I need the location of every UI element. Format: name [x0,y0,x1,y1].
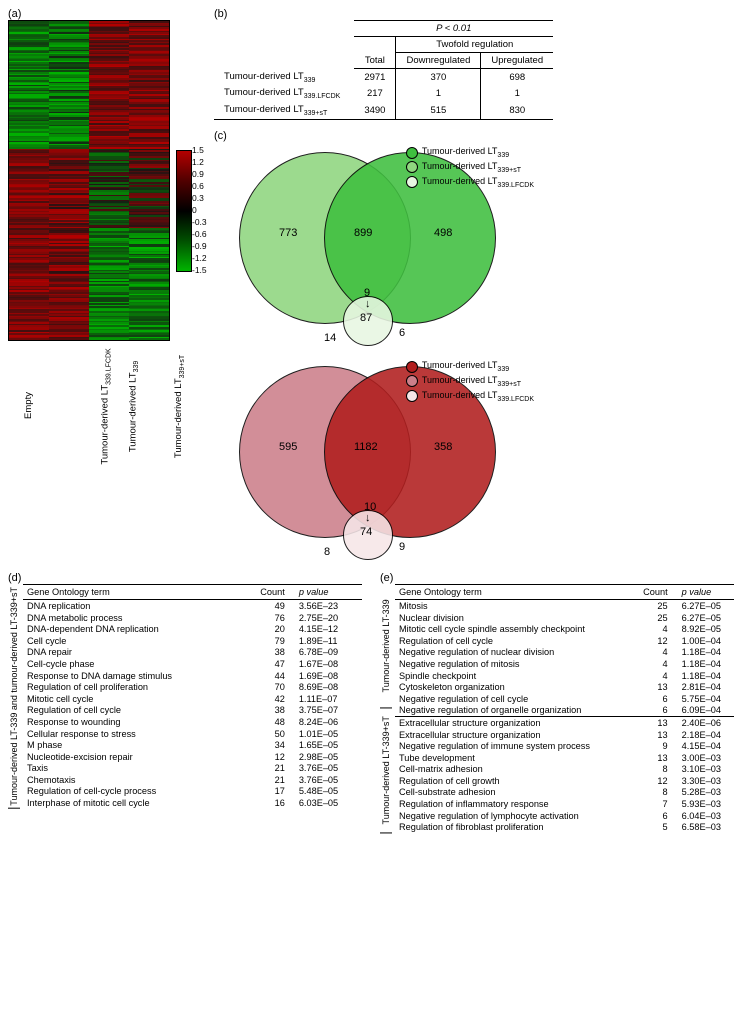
table-row: Chemotaxis213.76E–05 [23,774,362,786]
venn-num-only-b: 498 [434,227,452,239]
table-row: Mitotic cell cycle spindle assembly chec… [395,623,734,635]
table-row: Extracellular structure organization132.… [395,729,734,741]
venn-arrow-icon: ↓ [365,512,371,524]
table-row: Cell-matrix adhesion83.10E–03 [395,763,734,775]
table-row: M phase341.65E–05 [23,739,362,751]
venn-legend-item: Tumour-derived LT339 [406,146,534,159]
venn-num-only-a: 773 [279,227,297,239]
panel-e-sidelabel-top: Tumour-derived LT-339 [380,584,392,708]
venn-legend: Tumour-derived LT339 Tumour-derived LT339… [406,146,534,190]
table-row: Regulation of inflammatory response75.93… [395,798,734,810]
table-row: Nuclear division256.27E–05 [395,612,734,624]
table-row: Negative regulation of cell cycle65.75E–… [395,693,734,705]
venn-num-abc: 87 [360,312,372,324]
venn-arrow-icon: ↓ [365,298,371,310]
table-row: Negative regulation of mitosis41.18E–04 [395,658,734,670]
colorbar-tick: 0.6 [192,181,204,191]
table-row: DNA metabolic process762.75E–20 [23,612,362,624]
panel-e: (e) Tumour-derived LT-339 Tumour-derived… [380,572,734,833]
colorbar-tick: 0 [192,205,197,215]
heatmap-col [129,21,169,340]
venn-green: 773899498871469↓Tumour-derived LT339Tumo… [224,142,524,352]
table-row: Regulation of fibroblast proliferation56… [395,821,734,833]
heatmap-col [9,21,49,340]
table-row: Negative regulation of lymphocyte activa… [395,810,734,822]
table-row: Nucleotide-excision repair122.98E–05 [23,751,362,763]
venn-num-only-a: 595 [279,441,297,453]
panel-a-label: (a) [8,8,21,20]
table-row: Response to wounding488.24E–06 [23,716,362,728]
table-row: Spindle checkpoint41.18E–04 [395,670,734,682]
panel-d-label: (d) [8,572,21,584]
panel-e-sidelabel-bottom: Tumour-derived LT-339+sT [380,709,392,833]
panel-c: (c) 773 899 498 87 14 6 9 ↓ Tumour-derived LT339… [204,130,734,566]
table-row: Cytoskeleton organization132.81E–04 [395,681,734,693]
heatmap-col [49,21,89,340]
table-row: Negative regulation of immune system pro… [395,740,734,752]
table-row: Cell-cycle phase471.67E–08 [23,658,362,670]
table-row: Taxis213.76E–05 [23,762,362,774]
table-row: Mitosis256.27E–05 [395,600,734,612]
venn-num-bc: 9 [399,541,405,553]
heatmap-col [89,21,129,340]
colorbar-tick: 1.5 [192,145,204,155]
heatmap-x-label: Empty [8,345,48,465]
heatmap-x-label: Tumour-derived LT339.LFCDK [48,345,88,465]
table-row: DNA replication493.56E–23 [23,600,362,612]
venn-legend-item: Tumour-derived LT339+sT [406,375,534,388]
panel-b-table: P < 0.01Twofold regulationTotalDownregul… [214,20,553,120]
table-row: Regulation of cell cycle383.75E–07 [23,705,362,717]
heatmap [8,20,170,341]
table-row: Extracellular structure organization132.… [395,717,734,729]
table-row: Tube development133.00E–03 [395,752,734,764]
heatmap-x-labels: EmptyTumour-derived LT339.LFCDKTumour-de… [8,345,170,465]
colorbar: 1.51.20.90.60.30-0.3-0.6-0.9-1.2-1.5 [176,150,192,272]
venn-num-abc: 74 [360,526,372,538]
table-row: Negative regulation of nuclear division4… [395,647,734,659]
venn-num-only-b: 358 [434,441,452,453]
table-row: DNA repair386.78E–09 [23,647,362,659]
table-row: Cell-substrate adhesion85.28E–03 [395,787,734,799]
venn-num-ac: 8 [324,546,330,558]
table-row: Regulation of cell-cycle process175.48E–… [23,786,362,798]
panel-b-label: (b) [214,8,227,20]
table-row: Response to DNA damage stimulus441.69E–0… [23,670,362,682]
panel-e-label: (e) [380,572,393,584]
venn-legend-item: Tumour-derived LT339.LFCDK [406,390,534,403]
panel-d-table: Gene Ontology termCountp valueDNA replic… [23,584,362,809]
table-row: Interphase of mitotic cell cycle166.03E–… [23,797,362,809]
panel-d-sidelabel: Tumour-derived LT-339 and tumour-derived… [8,584,20,809]
venn-legend-item: Tumour-derived LT339.LFCDK [406,176,534,189]
venn-legend-item: Tumour-derived LT339+sT [406,161,534,174]
table-row: Regulation of cell cycle121.00E–04 [395,635,734,647]
colorbar-tick: 0.3 [192,193,204,203]
table-row: Mitotic cell cycle421.11E–07 [23,693,362,705]
panel-d: (d) Tumour-derived LT-339 and tumour-der… [8,572,362,833]
panel-e-table: Gene Ontology termCountp valueMitosis256… [395,584,734,833]
table-row: Cellular response to stress501.01E–05 [23,728,362,740]
venn-num-ab: 899 [354,227,372,239]
table-row: Tumour-derived LT3392971370698 [214,69,553,86]
colorbar-tick: 0.9 [192,169,204,179]
table-row: Negative regulation of organelle organiz… [395,705,734,717]
venn-num-ac: 14 [324,332,336,344]
venn-legend-item: Tumour-derived LT339 [406,360,534,373]
table-row: Regulation of cell growth123.30E–03 [395,775,734,787]
colorbar-tick: 1.2 [192,157,204,167]
venn-num-bc: 6 [399,327,405,339]
table-row: DNA-dependent DNA replication204.15E–12 [23,623,362,635]
table-row: Regulation of cell proliferation708.69E–… [23,681,362,693]
table-row: Tumour-derived LT339+sT3490515830 [214,102,553,119]
venn-red: 5951182358748910↓Tumour-derived LT339Tum… [224,356,524,566]
panel-c-label: (c) [214,130,227,142]
venn-num-ab: 1182 [354,441,378,453]
panel-a: (a) EmptyTumour-derived LT339.LFCDKTumou… [8,8,192,566]
table-row: Cell cycle791.89E–11 [23,635,362,647]
venn-legend: Tumour-derived LT339 Tumour-derived LT339… [406,360,534,404]
panel-b: (b) P < 0.01Twofold regulationTotalDownr… [214,8,734,120]
table-row: Tumour-derived LT339.LFCDK21711 [214,85,553,102]
